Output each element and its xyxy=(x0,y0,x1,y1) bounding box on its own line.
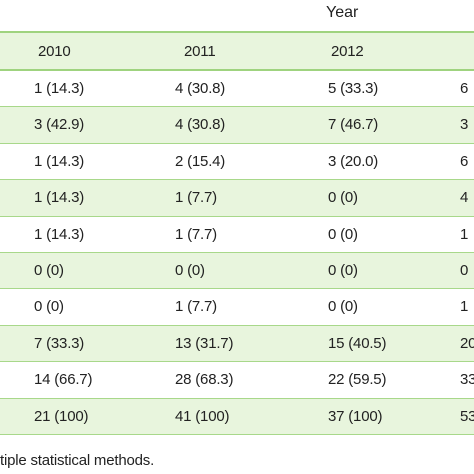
table-cell: 15 (40.5) xyxy=(328,334,387,352)
table-cell: 33 xyxy=(460,371,474,389)
header-divider xyxy=(0,31,474,33)
table-cell: 14 (66.7) xyxy=(34,371,93,389)
column-header-2012: 2012 xyxy=(331,43,364,60)
table-cell: 2 (15.4) xyxy=(175,152,226,170)
table-cell: 4 xyxy=(460,189,469,207)
table-row: 1 (14.3) 1 (7.7) 0 (0) 1 xyxy=(0,217,474,253)
table-cell: 1 (7.7) xyxy=(175,298,217,316)
table-cell: 53 xyxy=(460,407,474,425)
table-cell: 0 (0) xyxy=(328,189,358,207)
table-cell: 3 xyxy=(460,116,469,134)
table-cell: 3 (42.9) xyxy=(34,116,85,134)
table-cell: 0 (0) xyxy=(328,261,358,279)
table-cell: 4 (30.8) xyxy=(175,116,226,134)
table-cell: 1 xyxy=(460,298,469,316)
table-row: 3 (42.9) 4 (30.8) 7 (46.7) 3 xyxy=(0,107,474,144)
table-row: 0 (0) 1 (7.7) 0 (0) 1 xyxy=(0,289,474,326)
table-cell: 28 (68.3) xyxy=(175,371,234,389)
column-header-2011: 2011 xyxy=(184,43,216,60)
table-cell: 0 (0) xyxy=(175,261,205,279)
column-header-row: 2010 2011 2012 xyxy=(0,33,474,71)
table-row-total: 21 (100) 41 (100) 37 (100) 53 xyxy=(0,398,474,435)
year-header: Year xyxy=(0,0,474,30)
table-row: 1 (14.3) 2 (15.4) 3 (20.0) 6 xyxy=(0,144,474,181)
table-cell: 22 (59.5) xyxy=(328,371,387,389)
table-cell: 0 (0) xyxy=(34,261,64,279)
table-cell: 1 (14.3) xyxy=(34,80,85,97)
table-cell: 37 (100) xyxy=(328,407,383,425)
table-row: 14 (66.7) 28 (68.3) 22 (59.5) 33 xyxy=(0,362,474,399)
table-cell: 7 (33.3) xyxy=(34,334,85,352)
table-cell: 1 (7.7) xyxy=(175,225,217,243)
table-cell: 6 xyxy=(460,80,469,97)
table-cell: 41 (100) xyxy=(175,407,230,425)
table-row: 1 (14.3) 4 (30.8) 5 (33.3) 6 xyxy=(0,71,474,108)
table-row: 0 (0) 0 (0) 0 (0) 0 xyxy=(0,252,474,290)
table-cell: 0 (0) xyxy=(34,298,64,316)
table-cell: 7 (46.7) xyxy=(328,116,379,134)
table-footnote: tiple statistical methods. xyxy=(0,452,155,469)
table-cell: 1 (7.7) xyxy=(175,189,217,207)
table-cell: 21 (100) xyxy=(34,407,89,425)
table-cell: 3 (20.0) xyxy=(328,152,379,170)
table-cell: 1 (14.3) xyxy=(34,225,85,243)
table-cell: 6 xyxy=(460,152,469,170)
table-row: 1 (14.3) 1 (7.7) 0 (0) 4 xyxy=(0,180,474,217)
table-cell: 20 xyxy=(460,334,474,352)
table-body: 1 (14.3) 4 (30.8) 5 (33.3) 6 3 (42.9) 4 … xyxy=(0,71,474,435)
table-cell: 13 (31.7) xyxy=(175,334,234,352)
table-cell: 5 (33.3) xyxy=(328,80,379,97)
table-cell: 4 (30.8) xyxy=(175,80,226,97)
table-cell: 0 (0) xyxy=(328,225,358,243)
table-cell: 1 (14.3) xyxy=(34,189,85,207)
table-cell: 0 xyxy=(460,261,469,279)
table-cell: 0 (0) xyxy=(328,298,358,316)
year-label: Year xyxy=(326,4,359,21)
table-cell: 1 (14.3) xyxy=(34,152,85,170)
column-header-2010: 2010 xyxy=(38,43,71,60)
table-row: 7 (33.3) 13 (31.7) 15 (40.5) 20 xyxy=(0,325,474,363)
table-cell: 1 xyxy=(460,225,469,243)
